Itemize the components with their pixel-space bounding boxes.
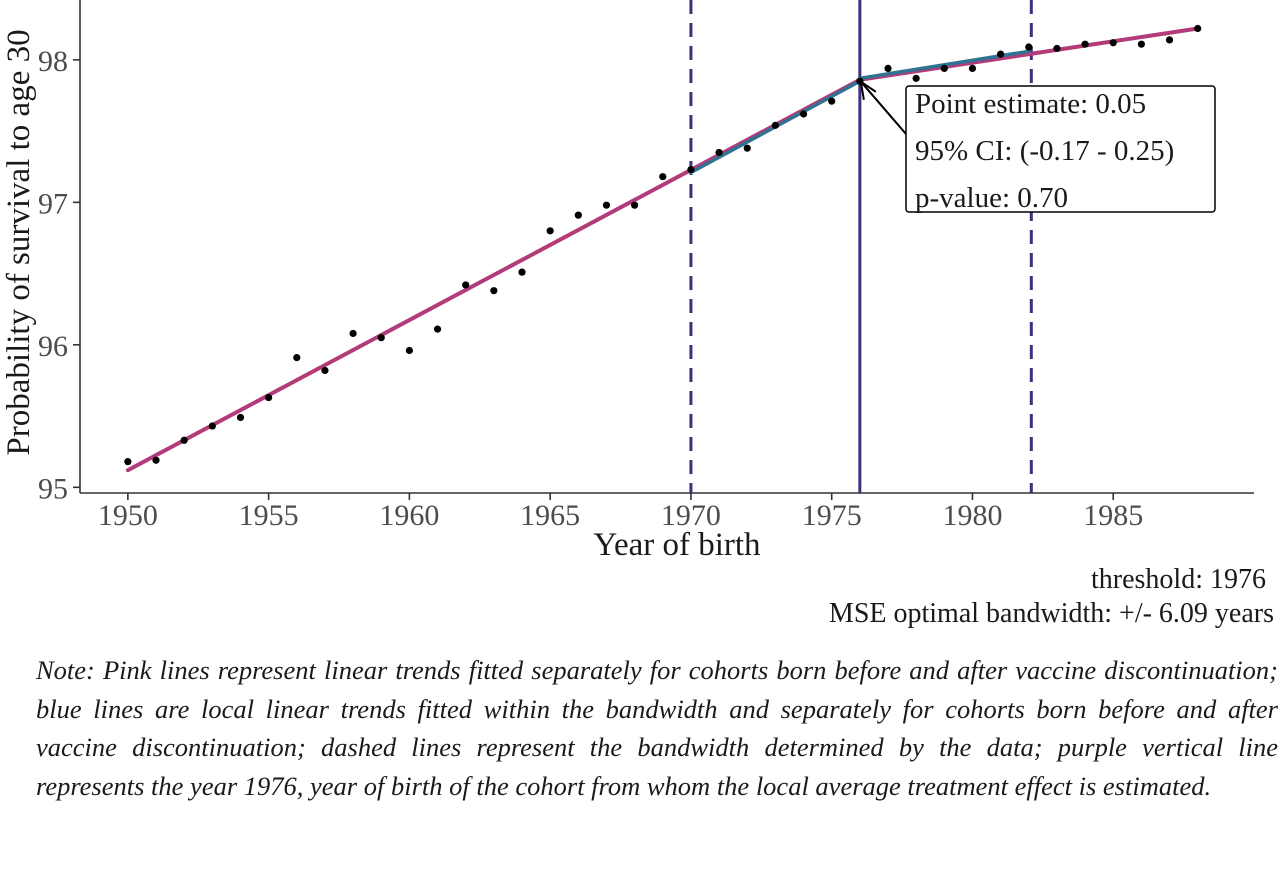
data-point — [180, 436, 188, 444]
data-point — [631, 201, 639, 209]
vertical-lines — [689, 0, 1033, 493]
x-tick-label: 1970 — [661, 499, 721, 532]
data-point — [574, 211, 582, 219]
y-tick-label: 96 — [38, 330, 68, 363]
data-point — [687, 165, 695, 174]
data-point — [546, 227, 554, 235]
data-point — [377, 334, 385, 342]
x-tick-label: 1960 — [379, 499, 439, 532]
data-point — [968, 64, 977, 72]
data-point — [208, 422, 216, 430]
bandwidth-caption: MSE optimal bandwidth: +/- 6.09 years — [828, 598, 1274, 629]
annotation-box — [905, 85, 1216, 213]
data-point — [405, 346, 413, 355]
x-tick-label: 1975 — [802, 499, 862, 532]
x-tick-label: 1950 — [98, 499, 158, 532]
figure-note: Note: Pink lines represent linear trends… — [36, 655, 1278, 801]
axes: 1950 1955 1960 1965 1970 1975 1980 1985 95 96 97 98… — [1, 0, 1254, 560]
data-point — [490, 287, 498, 295]
data-point — [828, 97, 836, 105]
data-point — [743, 144, 751, 152]
x-tick-label: 1985 — [1083, 499, 1143, 532]
data-point — [1025, 43, 1033, 51]
data-point — [1109, 39, 1117, 47]
data-point — [1165, 36, 1174, 44]
annotation-arrowhead — [859, 79, 877, 100]
x-tick-label: 1965 — [520, 499, 580, 532]
data-point — [349, 329, 357, 338]
y-tick-label: 97 — [38, 187, 68, 220]
data-point — [462, 281, 470, 289]
threshold-caption: threshold: 1976 — [1091, 564, 1266, 595]
annotation: Point estimate: 0.05 95% CI: (-0.17 - 0.2… — [859, 79, 1216, 214]
data-point — [997, 50, 1005, 58]
x-axis-title: Year of birth — [593, 527, 761, 560]
data-point — [715, 148, 723, 157]
annotation-arrow — [861, 82, 907, 135]
annotation-line: p-value: 0.70 — [915, 182, 1068, 214]
data-point — [124, 458, 132, 466]
data-point — [433, 325, 442, 333]
data-point — [1053, 44, 1061, 53]
data-point — [771, 121, 779, 129]
data-point — [602, 201, 611, 209]
x-tick-label: 1980 — [942, 499, 1002, 532]
data-point — [236, 413, 245, 422]
data-point — [912, 74, 920, 82]
y-tick-label: 95 — [38, 472, 68, 505]
data-point — [940, 64, 948, 72]
data-point — [1137, 40, 1145, 48]
rd-plot: 1950 1955 1960 1965 1970 1975 1980 1985 95 96 97 98… — [1, 0, 1254, 560]
data-point — [518, 268, 526, 276]
data-point — [884, 64, 892, 72]
data-point — [293, 354, 301, 362]
data-point — [265, 393, 273, 402]
data-point — [152, 456, 160, 464]
y-tick-label: 98 — [38, 45, 68, 78]
annotation-line: Point estimate: 0.05 — [915, 88, 1146, 120]
annotation-line: 95% CI: (-0.17 - 0.25) — [915, 135, 1174, 167]
data-point — [1081, 40, 1089, 48]
data-points — [124, 24, 1202, 466]
data-point — [321, 366, 329, 375]
data-point — [799, 110, 808, 118]
x-tick-label: 1955 — [239, 499, 299, 532]
data-point — [659, 173, 667, 181]
y-axis-title: Probability of survival to age 30 — [1, 29, 37, 455]
data-point — [1194, 24, 1202, 33]
